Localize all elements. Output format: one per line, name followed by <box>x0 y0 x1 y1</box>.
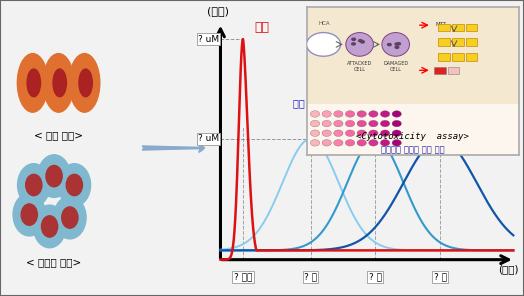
Circle shape <box>322 120 331 127</box>
Circle shape <box>334 139 343 146</box>
Circle shape <box>58 164 91 206</box>
Circle shape <box>392 111 401 117</box>
Text: ATTACKED
CELL: ATTACKED CELL <box>347 61 372 72</box>
Circle shape <box>357 139 366 146</box>
Circle shape <box>38 155 70 197</box>
FancyBboxPatch shape <box>307 7 519 104</box>
Circle shape <box>334 130 343 136</box>
Text: (농도): (농도) <box>206 6 228 16</box>
Circle shape <box>380 120 390 127</box>
Text: DAMAGED
CELL: DAMAGED CELL <box>383 61 408 72</box>
Text: 급성: 급성 <box>254 21 269 34</box>
Circle shape <box>62 207 78 228</box>
Bar <box>438 38 450 46</box>
Circle shape <box>392 130 401 136</box>
Text: ? 시간: ? 시간 <box>234 272 252 281</box>
Text: MTT: MTT <box>436 22 447 27</box>
Bar <box>447 67 460 74</box>
Ellipse shape <box>79 69 92 97</box>
Circle shape <box>345 139 355 146</box>
Text: 세포특성 저길와 포능 분석: 세포특성 저길와 포능 분석 <box>381 145 444 154</box>
Circle shape <box>322 130 331 136</box>
Circle shape <box>307 33 341 56</box>
Circle shape <box>392 120 401 127</box>
Bar <box>452 53 464 61</box>
Circle shape <box>26 174 42 196</box>
Circle shape <box>399 42 405 46</box>
Ellipse shape <box>346 33 374 56</box>
Circle shape <box>392 139 401 146</box>
Circle shape <box>310 139 320 146</box>
Circle shape <box>369 111 378 117</box>
Circle shape <box>322 111 331 117</box>
Circle shape <box>66 174 82 196</box>
Circle shape <box>392 44 397 47</box>
Text: <Cytotoxicity  assay>: <Cytotoxicity assay> <box>356 132 469 141</box>
Circle shape <box>350 42 355 46</box>
Circle shape <box>310 111 320 117</box>
Text: 만성 (중기): 만성 (중기) <box>357 99 394 109</box>
Text: ? 일: ? 일 <box>369 272 382 281</box>
Circle shape <box>380 111 390 117</box>
Text: ? uM: ? uM <box>198 35 219 44</box>
Circle shape <box>46 165 62 187</box>
Circle shape <box>380 130 390 136</box>
Text: (기간): (기간) <box>498 264 519 274</box>
Bar <box>466 38 477 46</box>
Circle shape <box>13 193 46 236</box>
Circle shape <box>397 46 402 50</box>
Circle shape <box>334 120 343 127</box>
Text: 만성 (말기): 만성 (말기) <box>428 99 464 109</box>
Circle shape <box>369 120 378 127</box>
Circle shape <box>18 164 50 206</box>
Text: < 피부 세포>: < 피부 세포> <box>34 130 83 140</box>
Circle shape <box>53 196 86 239</box>
Text: ? uM: ? uM <box>198 134 219 144</box>
Circle shape <box>357 120 366 127</box>
Text: < 기관지 세포>: < 기관지 세포> <box>26 257 82 267</box>
Circle shape <box>357 130 366 136</box>
Circle shape <box>310 130 320 136</box>
Circle shape <box>353 36 358 40</box>
Circle shape <box>369 130 378 136</box>
Circle shape <box>357 111 366 117</box>
Circle shape <box>385 50 390 54</box>
Ellipse shape <box>17 54 48 112</box>
Bar <box>466 53 477 61</box>
Circle shape <box>310 120 320 127</box>
Ellipse shape <box>43 54 74 112</box>
Text: ? 일: ? 일 <box>434 272 446 281</box>
Text: 만성 (초기): 만성 (초기) <box>292 99 329 109</box>
Bar <box>434 67 445 74</box>
Text: HCA: HCA <box>319 21 331 26</box>
Circle shape <box>21 204 37 225</box>
Circle shape <box>345 111 355 117</box>
Circle shape <box>364 36 369 40</box>
Ellipse shape <box>27 69 40 97</box>
Bar <box>466 24 477 31</box>
Circle shape <box>380 139 390 146</box>
Circle shape <box>345 130 355 136</box>
Ellipse shape <box>69 54 100 112</box>
Text: ? 일: ? 일 <box>304 272 317 281</box>
Bar <box>438 53 450 61</box>
Ellipse shape <box>382 33 409 56</box>
Bar <box>452 24 464 31</box>
Circle shape <box>322 139 331 146</box>
Bar <box>452 38 464 46</box>
Circle shape <box>364 49 369 53</box>
Circle shape <box>334 111 343 117</box>
Ellipse shape <box>53 69 67 97</box>
Circle shape <box>369 139 378 146</box>
Circle shape <box>345 120 355 127</box>
Bar <box>438 24 450 31</box>
Circle shape <box>41 216 58 237</box>
Circle shape <box>34 205 66 248</box>
